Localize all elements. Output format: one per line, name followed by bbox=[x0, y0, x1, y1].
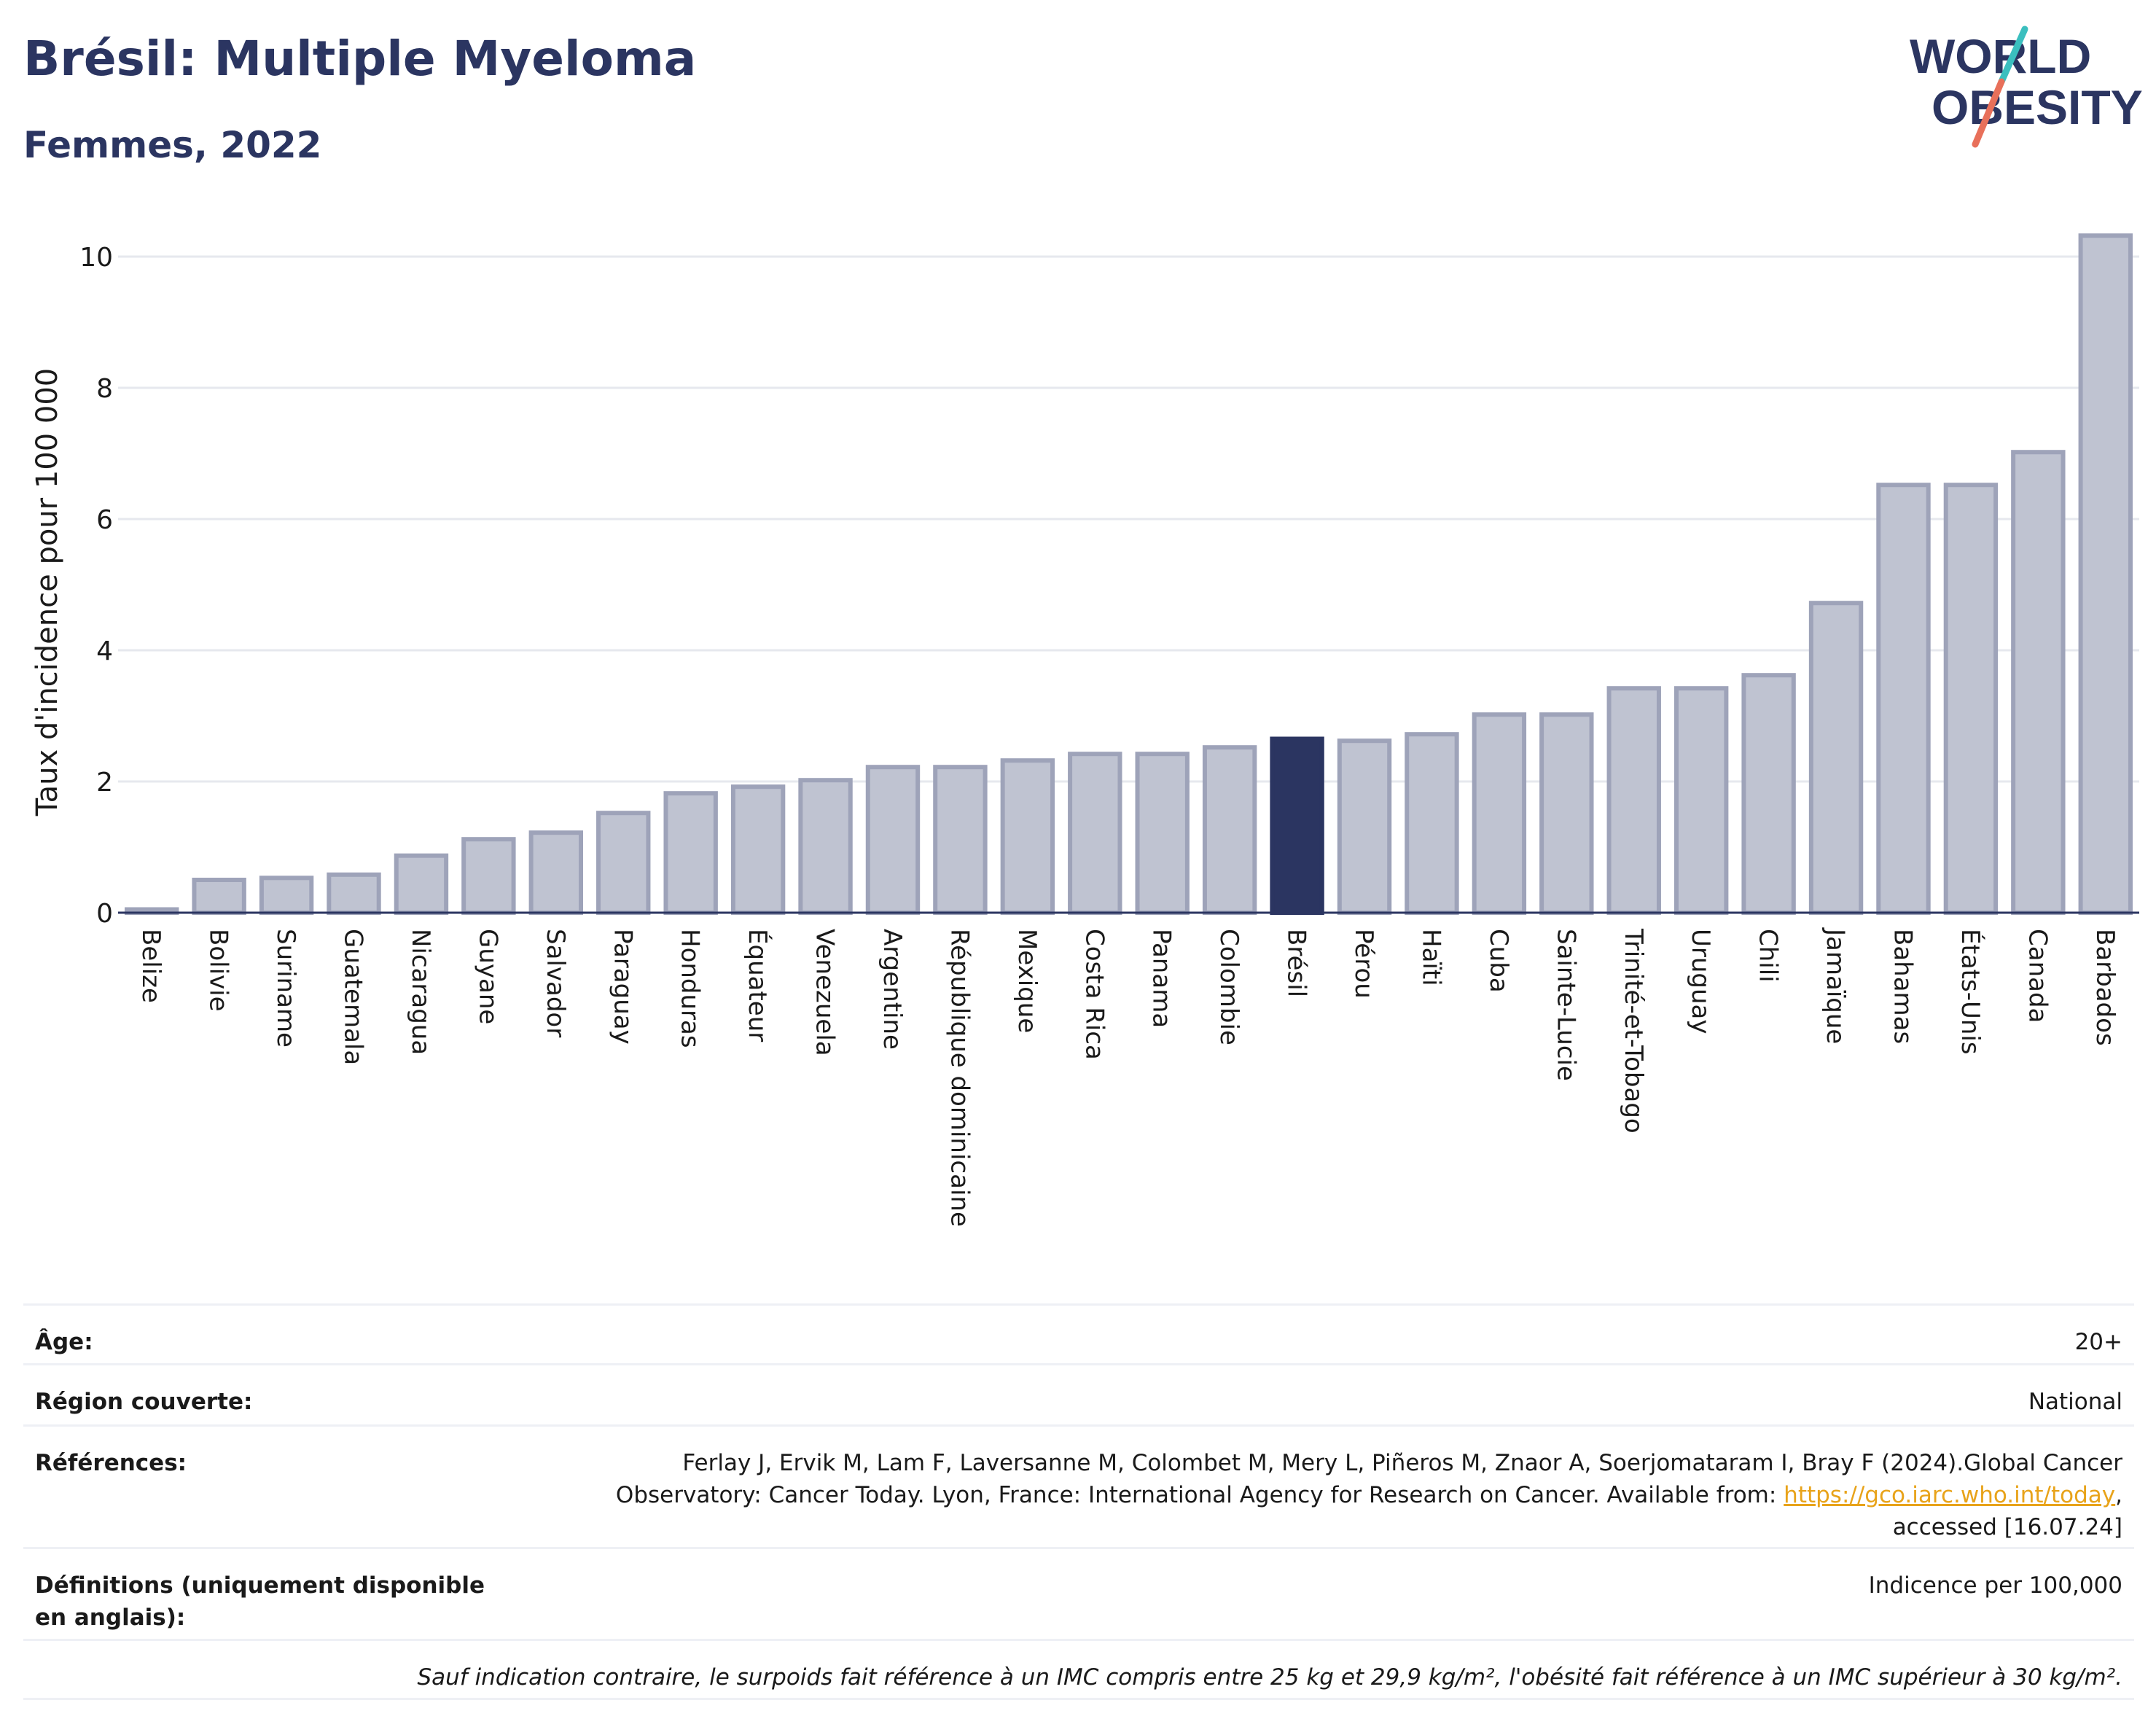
x-tick-label: Uruguay bbox=[1686, 929, 1715, 1034]
bar-chili bbox=[1741, 673, 1796, 915]
bar-suriname bbox=[259, 876, 314, 916]
bar-république-dominicaine bbox=[933, 765, 988, 915]
logo-text-obesity: OBESITY bbox=[1932, 80, 2143, 134]
x-tick-label: Haïti bbox=[1416, 929, 1445, 986]
y-tick-label: 10 bbox=[79, 243, 113, 273]
references-link[interactable]: https://gco.iarc.who.int/today bbox=[1784, 1482, 2116, 1508]
bar-guatemala bbox=[327, 872, 381, 916]
bar-pérou bbox=[1337, 738, 1392, 916]
bar-trinité-et-tobago bbox=[1606, 686, 1661, 915]
bar-jamaïque bbox=[1808, 601, 1864, 915]
references-text-4: accessed [16.07.24] bbox=[1892, 1514, 2122, 1540]
bar-sainte-lucie bbox=[1539, 712, 1594, 915]
x-tick-label: Équateur bbox=[743, 929, 773, 1042]
bar-bolivie bbox=[192, 878, 246, 915]
x-tick-label: Barbados bbox=[2090, 929, 2120, 1046]
x-tick-label: Jamaïque bbox=[1821, 927, 1850, 1044]
bar-salvador bbox=[528, 830, 584, 915]
bars bbox=[125, 233, 2133, 916]
x-tick-label: Panama bbox=[1147, 929, 1176, 1028]
x-tick-label: Bahamas bbox=[1888, 929, 1917, 1044]
references-text-3: , bbox=[2115, 1482, 2122, 1508]
references-label: Références: bbox=[35, 1450, 187, 1476]
x-tick-label: Sainte-Lucie bbox=[1551, 929, 1580, 1081]
references-text-1: Ferlay J, Ervik M, Lam F, Laversanne M, … bbox=[682, 1450, 2122, 1476]
bar-canada bbox=[2011, 450, 2066, 915]
footnote: Sauf indication contraire, le surpoids f… bbox=[417, 1664, 2122, 1691]
definitions-label: Définitions (uniquement disponible en an… bbox=[35, 1572, 485, 1631]
bar-argentine bbox=[865, 765, 921, 915]
x-tick-label: Trinité-et-Tobago bbox=[1619, 928, 1648, 1134]
x-tick-label: Nicaragua bbox=[406, 929, 435, 1055]
x-tick-label: Salvador bbox=[541, 929, 570, 1037]
x-tick-label: Cuba bbox=[1484, 929, 1513, 993]
x-tick-label: Canada bbox=[2023, 929, 2052, 1023]
x-tick-label: Guyane bbox=[473, 929, 502, 1024]
info-row-age: Âge: 20+ bbox=[23, 1303, 2134, 1363]
references-value: Ferlay J, Ervik M, Lam F, Laversanne M, … bbox=[327, 1447, 2122, 1543]
bar-guyane bbox=[461, 837, 516, 915]
bar-venezuela bbox=[798, 778, 853, 915]
bar-uruguay bbox=[1673, 686, 1729, 915]
x-tick-label: Paraguay bbox=[608, 929, 637, 1045]
bar-costa-rica bbox=[1068, 752, 1122, 915]
bar-mexique bbox=[1000, 758, 1055, 915]
age-value: 20+ bbox=[2074, 1329, 2122, 1355]
bar-chart: 0 2 4 6 8 10 Belize Bolivie Suriname Guatemala Ni… bbox=[31, 233, 2139, 1227]
x-tick-label: Belize bbox=[136, 929, 165, 1003]
world-obesity-logo: WORLD OBESITY bbox=[1910, 26, 2143, 148]
bar-panama bbox=[1135, 752, 1190, 915]
bar-équateur bbox=[730, 784, 786, 915]
x-tick-label: Costa Rica bbox=[1079, 929, 1109, 1060]
y-axis-label: Taux d'incidence pour 100 000 bbox=[31, 368, 64, 816]
x-tick-label: États-Unis bbox=[1956, 929, 1985, 1055]
x-tick-label: Bolivie bbox=[204, 929, 233, 1012]
x-tick-label: Mexique bbox=[1012, 929, 1042, 1033]
bar-brésil bbox=[1270, 736, 1324, 915]
info-row-definitions: Définitions (uniquement disponible en an… bbox=[23, 1547, 2134, 1639]
age-label: Âge: bbox=[35, 1329, 93, 1355]
x-tick-label: Chili bbox=[1754, 929, 1783, 983]
references-text-2: Observatory: Cancer Today. Lyon, France:… bbox=[615, 1482, 1784, 1508]
y-tick-label: 4 bbox=[96, 636, 113, 666]
y-tick-label: 0 bbox=[96, 899, 113, 929]
x-tick-label: Pérou bbox=[1349, 929, 1378, 999]
y-axis-ticks: 0 2 4 6 8 10 bbox=[79, 243, 113, 929]
bar-cuba bbox=[1472, 712, 1527, 915]
bar-nicaragua bbox=[394, 853, 449, 915]
x-tick-label: Suriname bbox=[271, 929, 300, 1048]
logo-text-world: WORLD bbox=[1910, 29, 2091, 83]
x-tick-label: Venezuela bbox=[811, 929, 840, 1056]
x-tick-label: Honduras bbox=[676, 929, 705, 1048]
gridlines bbox=[118, 255, 2139, 783]
region-label: Région couverte: bbox=[35, 1389, 253, 1415]
x-tick-label: Guatemala bbox=[339, 929, 368, 1065]
logo-slash-coral bbox=[1972, 78, 2005, 148]
bar-colombie bbox=[1202, 745, 1257, 915]
logo-slash-teal bbox=[1998, 26, 2028, 85]
definitions-value: Indicence per 100,000 bbox=[1868, 1572, 2122, 1599]
info-row-region: Région couverte: National bbox=[23, 1363, 2134, 1424]
x-tick-label: Brésil bbox=[1282, 929, 1311, 997]
info-table: Âge: 20+ Région couverte: National Référ… bbox=[23, 1303, 2134, 1700]
bar-haïti bbox=[1405, 732, 1459, 916]
bar-états-unis bbox=[1943, 483, 1999, 915]
info-row-references: Références: Ferlay J, Ervik M, Lam F, La… bbox=[23, 1424, 2134, 1547]
y-tick-label: 8 bbox=[96, 374, 113, 404]
chart-subtitle: Femmes, 2022 bbox=[23, 124, 322, 166]
x-axis-labels: Belize Bolivie Suriname Guatemala Nicaragua G… bbox=[136, 927, 2120, 1227]
y-tick-label: 6 bbox=[96, 505, 113, 535]
bar-barbados bbox=[2078, 233, 2133, 915]
x-tick-label: Colombie bbox=[1214, 929, 1243, 1045]
info-row-note: Sauf indication contraire, le surpoids f… bbox=[23, 1639, 2134, 1700]
x-tick-label: Argentine bbox=[878, 929, 907, 1050]
bar-bahamas bbox=[1876, 483, 1931, 915]
bar-paraguay bbox=[596, 811, 651, 915]
chart-title: Brésil: Multiple Myeloma bbox=[23, 31, 697, 87]
y-tick-label: 2 bbox=[96, 768, 113, 798]
bar-honduras bbox=[663, 791, 718, 915]
region-value: National bbox=[2028, 1389, 2122, 1415]
x-tick-label: République dominicaine bbox=[945, 929, 974, 1227]
